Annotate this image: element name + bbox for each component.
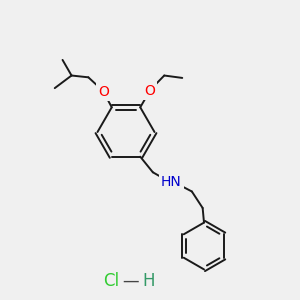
Text: Cl: Cl (103, 272, 119, 290)
Text: O: O (144, 83, 155, 98)
Text: HN: HN (161, 175, 182, 189)
Text: O: O (98, 85, 109, 99)
Text: —: — (122, 272, 139, 290)
Text: H: H (142, 272, 155, 290)
